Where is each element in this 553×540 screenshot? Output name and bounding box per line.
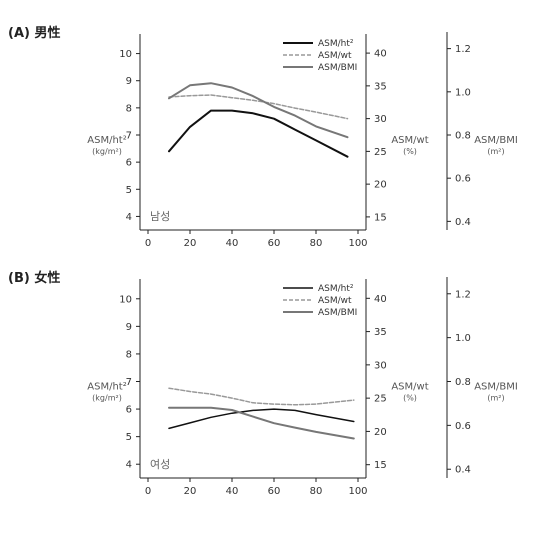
panelb-series-line-0 bbox=[168, 408, 355, 430]
panelb-right-axis-unit: (m²) bbox=[487, 394, 504, 403]
panelb-legend-label-2: ASM/BMI bbox=[318, 308, 357, 318]
panelb-mid-tick-label: 15 bbox=[374, 460, 387, 471]
panelb-right-tick-label: 0.8 bbox=[455, 377, 471, 388]
panela-mid-tick-label: 40 bbox=[374, 49, 387, 60]
panela-left-tick-label: 9 bbox=[126, 76, 132, 87]
panela-series-line-1 bbox=[168, 94, 349, 120]
panela-x-tick-label: 20 bbox=[184, 238, 197, 249]
panela-right-tick-label: 1.0 bbox=[455, 87, 471, 98]
panelb-right-tick-label: 0.4 bbox=[455, 465, 471, 476]
panelb-x-tick-label: 40 bbox=[226, 486, 239, 497]
panelb-mid-tick-label: 20 bbox=[374, 427, 387, 438]
panela-series-line-2 bbox=[168, 82, 349, 139]
panela-x-tick-label: 60 bbox=[268, 238, 281, 249]
panela-x-tick-label: 40 bbox=[226, 238, 239, 249]
panelb-x-tick-label: 0 bbox=[145, 486, 151, 497]
panela-title: (A) 男性 bbox=[8, 25, 60, 41]
panelb-left-tick-label: 6 bbox=[126, 405, 132, 416]
panela-x-tick-label: 100 bbox=[348, 238, 367, 249]
panela-x-tick-label: 0 bbox=[145, 238, 151, 249]
panela-left-tick-label: 6 bbox=[126, 158, 132, 169]
panela-legend-label-2: ASM/BMI bbox=[318, 63, 357, 73]
panela-left-tick-label: 4 bbox=[126, 212, 132, 223]
panela-mid-tick-label: 20 bbox=[374, 180, 387, 191]
panela-mid-axis-label: ASM/wt bbox=[391, 135, 428, 146]
panela-inner-label: 남성 bbox=[150, 210, 170, 223]
panelb-left-tick-label: 8 bbox=[126, 349, 132, 360]
panelb-legend-label-0: ASM/ht² bbox=[318, 284, 354, 294]
panela-mid-tick-label: 25 bbox=[374, 147, 387, 158]
panela-series-line-0 bbox=[168, 109, 349, 158]
panelb-inner-label: 여성 bbox=[150, 458, 170, 471]
panela-legend-label-1: ASM/wt bbox=[318, 51, 352, 61]
panelb-mid-axis-label: ASM/wt bbox=[391, 382, 428, 393]
panela-right-axis-label: ASM/BMI bbox=[474, 135, 518, 146]
panelb-right-tick-label: 0.6 bbox=[455, 421, 471, 432]
panelb-left-tick-label: 7 bbox=[126, 377, 132, 388]
panelb-mid-tick-label: 25 bbox=[374, 394, 387, 405]
panelb-x-tick-label: 80 bbox=[310, 486, 323, 497]
panelb-x-tick-label: 60 bbox=[268, 486, 281, 497]
panela-mid-tick-label: 35 bbox=[374, 81, 387, 92]
panelb-left-tick-label: 4 bbox=[126, 460, 132, 471]
panela-left-tick-label: 7 bbox=[126, 131, 132, 142]
panelb-mid-tick-label: 30 bbox=[374, 360, 387, 371]
panela-right-tick-label: 0.4 bbox=[455, 217, 471, 228]
panela-right-axis-unit: (m²) bbox=[487, 147, 504, 156]
panela-x-tick-label: 80 bbox=[310, 238, 323, 249]
panelb-left-tick-label: 9 bbox=[126, 322, 132, 333]
panelb-mid-axis-unit: (%) bbox=[403, 394, 417, 403]
panela-left-axis-unit: (kg/m²) bbox=[92, 147, 122, 156]
panela-left-tick-label: 5 bbox=[126, 185, 132, 196]
panelb-legend-label-1: ASM/wt bbox=[318, 296, 352, 306]
panela-left-axis-label: ASM/ht² bbox=[87, 135, 126, 146]
panelb-right-axis-label: ASM/BMI bbox=[474, 382, 518, 393]
panelb-series-line-2 bbox=[168, 406, 355, 440]
panelb-x-tick-label: 20 bbox=[184, 486, 197, 497]
panelb-mid-tick-label: 35 bbox=[374, 327, 387, 338]
panela-mid-tick-label: 15 bbox=[374, 212, 387, 223]
panelb-title: (B) 女性 bbox=[8, 270, 60, 286]
panela-left-tick-label: 8 bbox=[126, 103, 132, 114]
panela-mid-axis-unit: (%) bbox=[403, 147, 417, 156]
panelb-right-tick-label: 1.0 bbox=[455, 333, 471, 344]
panelb-series-line-1 bbox=[168, 387, 355, 406]
panela-legend-label-0: ASM/ht² bbox=[318, 39, 354, 49]
panelb-left-axis-unit: (kg/m²) bbox=[92, 394, 122, 403]
panela-mid-tick-label: 30 bbox=[374, 114, 387, 125]
panelb-right-tick-label: 1.2 bbox=[455, 289, 471, 300]
panela-right-tick-label: 1.2 bbox=[455, 44, 471, 55]
panelb-left-axis-label: ASM/ht² bbox=[87, 382, 126, 393]
panelb-x-tick-label: 100 bbox=[348, 486, 367, 497]
panelb-left-tick-label: 5 bbox=[126, 432, 132, 443]
panela-left-tick-label: 10 bbox=[119, 49, 132, 60]
panelb-left-tick-label: 10 bbox=[119, 294, 132, 305]
panela-right-tick-label: 0.8 bbox=[455, 131, 471, 142]
panela-right-tick-label: 0.6 bbox=[455, 174, 471, 185]
panelb-mid-tick-label: 40 bbox=[374, 294, 387, 305]
